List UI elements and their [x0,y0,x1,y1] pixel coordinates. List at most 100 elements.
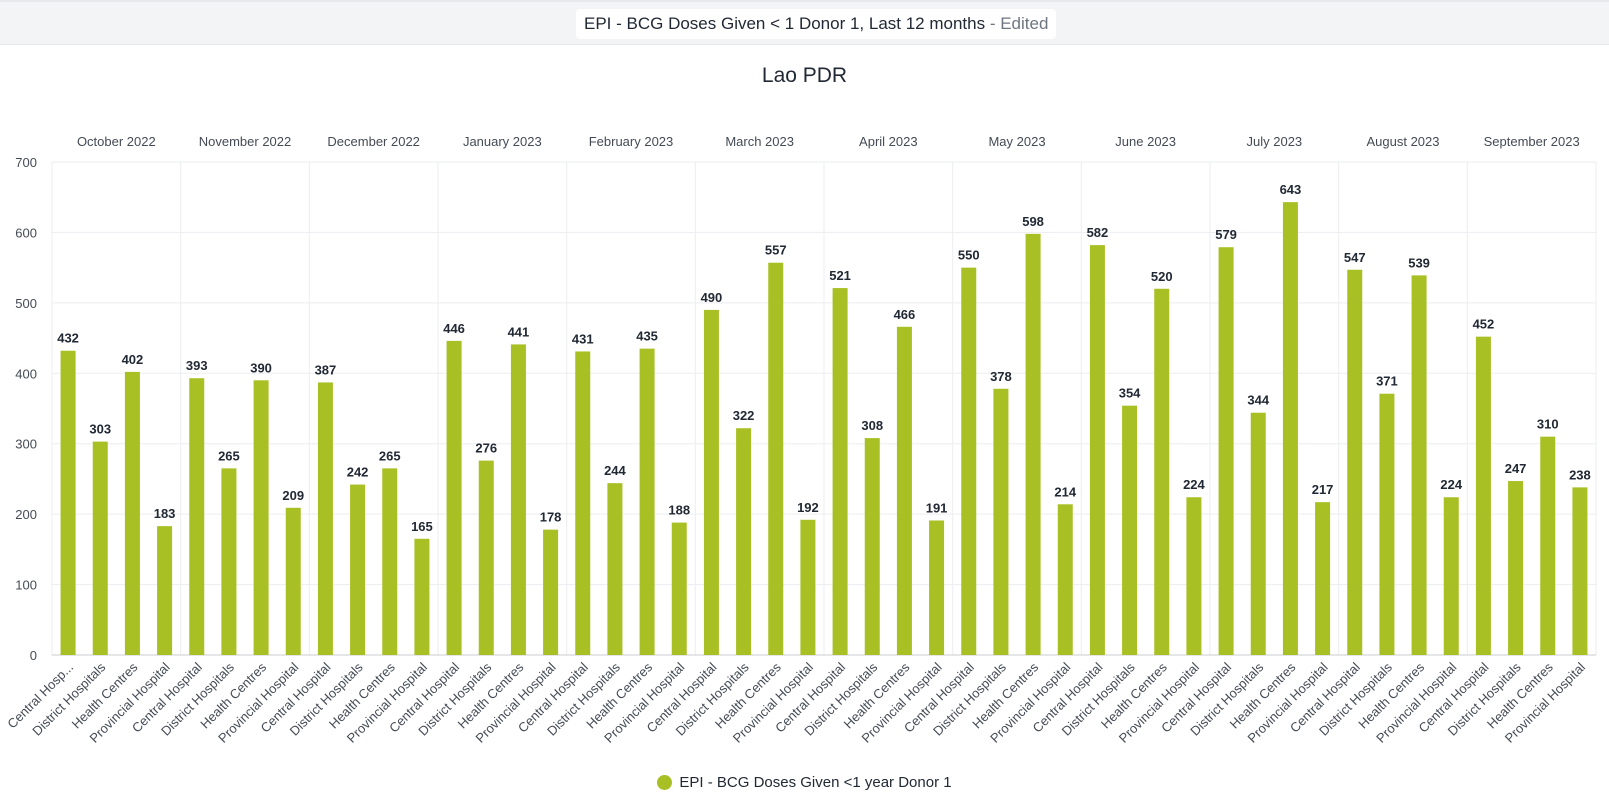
bar [703,309,719,655]
bar [1443,497,1459,655]
data-label: 265 [379,448,401,463]
bar [1089,245,1105,655]
group-label: January 2023 [463,134,542,149]
bar [1379,393,1395,655]
bar [1218,247,1234,655]
data-label: 390 [250,360,272,375]
bar-chart: 0 100 200 300 400 500 600 700 October 2022 Novemb… [4,134,1597,746]
data-label: 371 [1376,374,1398,389]
bar [832,288,848,655]
legend-item[interactable]: EPI - BCG Doses Given <1 year Donor 1 [657,774,952,791]
y-tick-label: 0 [30,648,37,663]
group-label: August 2023 [1366,134,1439,149]
chart-heading: Lao PDR [761,64,848,87]
data-label: 242 [347,465,369,480]
data-label: 238 [1569,467,1591,482]
data-label: 188 [668,503,690,518]
bar [639,348,655,655]
bar [864,438,880,655]
y-tick-label: 600 [15,225,37,240]
data-label: 276 [475,441,497,456]
bar [350,484,366,655]
data-label: 446 [443,321,465,336]
group-label: July 2023 [1247,134,1303,149]
data-label: 265 [218,448,240,463]
data-label: 310 [1537,417,1559,432]
bar [1122,405,1138,655]
bar [575,351,591,655]
group-label: March 2023 [725,134,794,149]
data-label: 466 [894,307,916,322]
bar [1250,412,1266,655]
bar [1025,233,1041,655]
data-label: 192 [797,500,819,515]
bar [1154,288,1170,655]
data-label: 178 [540,510,562,525]
bar [671,522,687,655]
data-label: 209 [282,488,304,503]
bar [221,468,237,655]
y-tick-label: 200 [15,507,37,522]
data-label: 224 [1183,477,1205,492]
legend-swatch [657,775,673,790]
data-label: 490 [701,290,723,305]
group-label: June 2023 [1115,134,1176,149]
data-label: 432 [57,331,79,346]
legend: EPI - BCG Doses Given <1 year Donor 1 [0,774,1609,794]
bar [414,538,430,655]
data-label: 354 [1119,386,1141,401]
data-label: 183 [154,506,176,521]
bar [285,507,301,655]
data-label: 557 [765,243,787,258]
data-label: 539 [1408,255,1430,270]
bar [1475,336,1491,655]
data-label: 435 [636,329,658,344]
bar [317,382,333,655]
data-label: 452 [1473,317,1495,332]
y-tick-label: 300 [15,437,37,452]
report-title: EPI - BCG Doses Given < 1 Donor 1, Last … [584,14,986,33]
data-label: 582 [1087,225,1109,240]
data-label: 244 [604,463,626,478]
data-label: 643 [1280,182,1302,197]
bar [253,380,269,655]
bar [961,267,977,655]
bar [189,378,205,655]
data-label: 521 [829,268,851,283]
data-label: 165 [411,519,433,534]
bar [382,468,398,655]
bar [896,326,912,655]
data-label: 247 [1505,461,1527,476]
data-label: 387 [315,362,337,377]
bar [478,460,494,655]
group-label: September 2023 [1484,134,1580,149]
bar [1411,275,1427,655]
data-label: 393 [186,358,208,373]
bar [1186,497,1202,655]
data-label: 344 [1247,393,1269,408]
chart-title-chip[interactable]: EPI - BCG Doses Given < 1 Donor 1, Last … [576,9,1057,39]
bar [736,428,752,655]
data-label: 579 [1215,227,1237,242]
bar [60,350,76,655]
group-label: October 2022 [77,134,156,149]
group-label: December 2022 [327,134,420,149]
y-tick-label: 700 [15,155,37,170]
data-label: 224 [1440,477,1462,492]
data-label: 191 [926,500,948,515]
bar [1282,202,1298,655]
data-label: 303 [89,422,111,437]
data-label: 550 [958,248,980,263]
data-label: 308 [861,418,883,433]
bar [446,340,462,655]
data-label: 378 [990,369,1012,384]
top-bar: EPI - BCG Doses Given < 1 Donor 1, Last … [0,0,1609,45]
group-label: May 2023 [988,134,1045,149]
group-label: November 2022 [199,134,292,149]
y-tick-label: 500 [15,296,37,311]
data-label: 547 [1344,250,1366,265]
data-label: 431 [572,331,594,346]
edited-indicator: - Edited [985,14,1049,33]
bar [510,344,526,655]
group-label: February 2023 [589,134,674,149]
